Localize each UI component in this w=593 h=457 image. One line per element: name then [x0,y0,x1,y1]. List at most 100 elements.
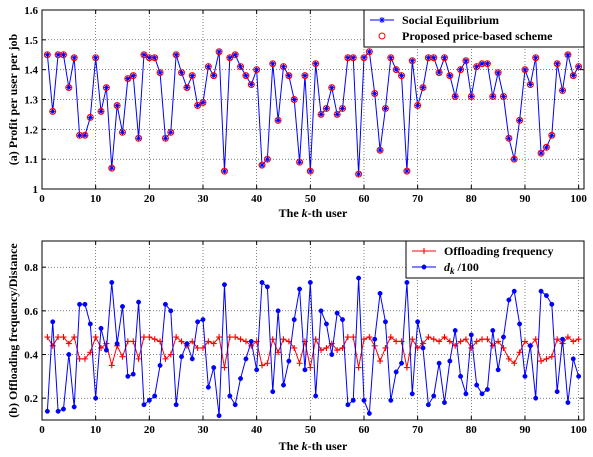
data-point [473,338,480,345]
data-point [216,48,223,55]
data-point [420,84,427,91]
data-point [457,66,464,73]
data-point [440,54,448,62]
series-2 [44,275,582,419]
data-point [425,402,431,408]
data-point [194,102,201,109]
data-point [156,69,164,77]
data-point [232,51,239,58]
data-point [462,57,469,64]
data-point [430,54,438,62]
legend-marker [421,264,427,270]
x-tick-label: 100 [570,424,587,436]
data-point [179,354,184,360]
data-point [162,355,169,362]
data-point [103,84,110,91]
data-point [381,104,389,112]
data-point [403,167,411,175]
data-point [291,96,298,103]
legend-label: Offloading frequency [444,244,553,258]
data-point [44,408,50,414]
data-point [501,334,506,340]
data-point [221,364,228,371]
data-point [226,54,233,61]
data-point [372,336,378,342]
data-point [55,408,61,414]
data-point [162,301,168,307]
data-point [490,328,496,333]
data-point [178,69,185,76]
data-point [77,301,83,307]
data-point [243,356,249,362]
data-point [516,116,524,124]
data-point [457,66,465,74]
data-point [339,105,346,112]
x-tick-label: 60 [358,424,370,436]
data-point [183,84,191,92]
x-tick-label: 80 [466,193,478,205]
data-point [211,365,217,371]
data-point [543,355,550,362]
data-point [543,293,549,299]
plot-frame [41,240,585,421]
data-point [441,334,448,341]
x-tick-label: 10 [90,424,102,436]
data-point [199,98,207,106]
data-point [500,93,507,100]
data-point [296,158,304,166]
data-point [554,389,560,395]
data-point [205,63,212,70]
y-tick-label: 0.2 [24,393,38,405]
data-point [517,321,523,327]
data-point [318,308,324,314]
data-point [506,297,512,303]
x-tick-label: 50 [305,193,317,205]
data-point [194,101,202,109]
data-point [130,371,136,377]
data-point [441,54,448,61]
data-point [44,334,51,341]
data-point [533,395,539,401]
legend: Social Equilibrium Proposed price-based s… [363,9,585,48]
data-point [457,338,464,345]
data-point [183,84,190,91]
data-point [355,171,362,178]
data-point [521,66,528,73]
data-point [569,72,577,80]
data-point [479,336,486,343]
data-point [334,347,341,354]
data-point [66,352,72,357]
x-tick-label: 0 [39,424,45,436]
data-point [76,132,83,139]
y-tick-label: 0.4 [24,350,38,362]
data-point [226,334,233,341]
data-point [301,72,308,79]
data-point [382,105,389,112]
data-point [559,87,567,95]
legend-label: Social Equilibrium [402,13,499,27]
data-point [242,72,249,79]
data-point [70,54,78,62]
data-point [350,334,357,341]
legend-item: Proposed price-based scheme [378,29,553,43]
data-point [366,411,372,416]
data-point [253,66,261,74]
data-point [360,54,367,61]
data-point [145,54,153,62]
data-point [253,66,260,73]
data-point [232,402,238,408]
data-point [307,168,314,175]
data-point [81,355,88,362]
data-point [344,334,351,341]
data-point [210,72,218,80]
data-point [173,51,180,58]
data-point [334,310,340,316]
data-point [285,72,292,79]
data-point [559,87,566,94]
data-point [328,84,336,92]
x-tick-label: 90 [519,424,531,436]
data-point [61,406,66,412]
data-point [398,338,405,345]
legend-item: Social Equilibrium [370,13,499,27]
x-tick-label: 10 [90,193,102,205]
